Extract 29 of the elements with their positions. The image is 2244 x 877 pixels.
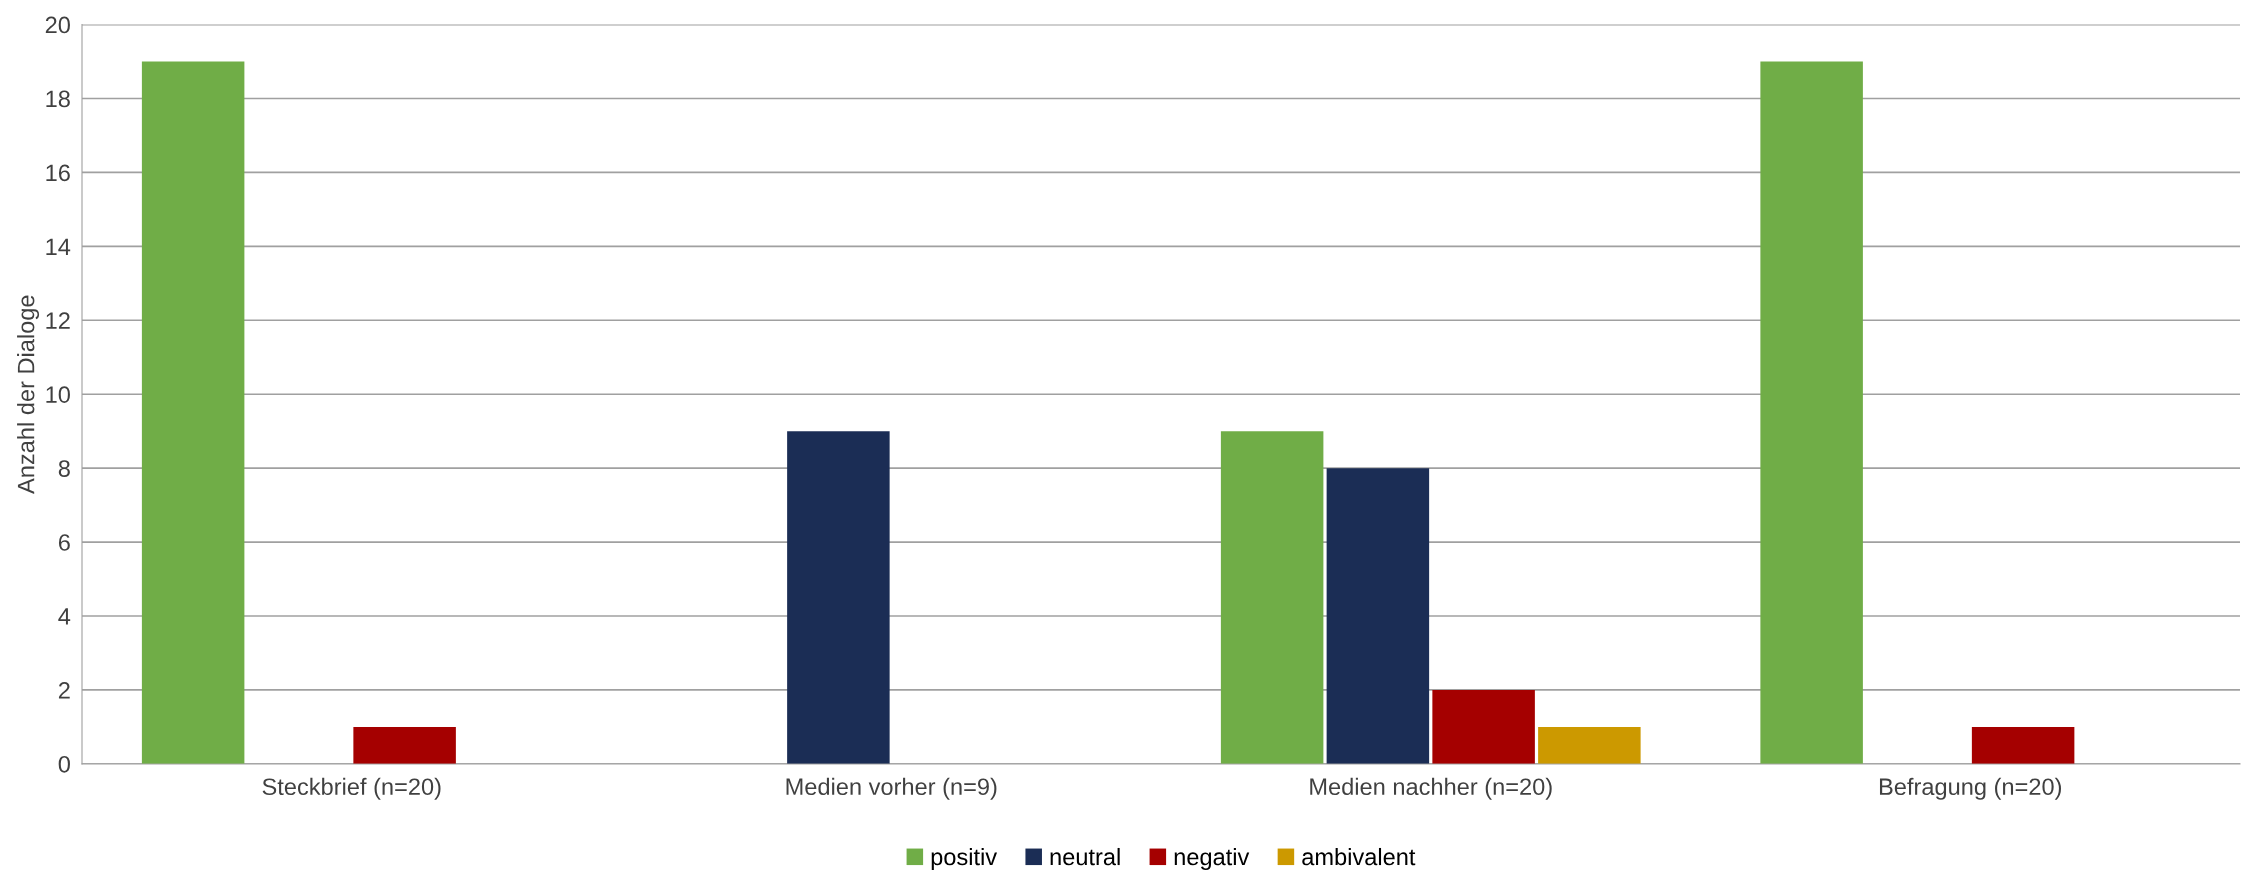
y-tick-label: 0 [58,755,70,773]
y-tick-label: 20 [45,16,70,34]
x-tick-label: Befragung (n=20) [1879,777,2061,800]
bar [141,61,245,764]
y-tick-label: 16 [46,164,70,182]
y-tick-label: 6 [58,534,70,551]
x-tick-label: Medien nachher (n=20) [1310,777,1552,800]
y-axis-title: Anzahl der Dialoge [17,295,40,494]
y-tick-label: 2 [58,682,70,699]
bar [1538,726,1641,764]
bar [1220,431,1324,764]
bar [787,431,890,764]
y-tick-label: 18 [46,90,70,108]
legend-label: neutral [1050,847,1120,866]
y-tick-label: 14 [46,238,71,255]
bar [353,726,456,764]
bar [1326,468,1430,764]
legend-label: positiv [931,847,998,870]
bar [1432,689,1535,764]
x-tick-label: Steckbrief (n=20) [262,777,441,800]
bar [1760,61,1863,764]
y-tick-label: 4 [58,608,71,625]
legend-label: negativ [1174,847,1250,870]
y-tick-label: 8 [58,460,70,477]
bar [1971,726,2075,764]
y-tick-label: 12 [46,312,70,329]
y-tick-label: 10 [46,386,70,403]
legend-label: ambivalent [1302,847,1416,866]
x-tick-label: Medien vorher (n=9) [786,777,997,800]
